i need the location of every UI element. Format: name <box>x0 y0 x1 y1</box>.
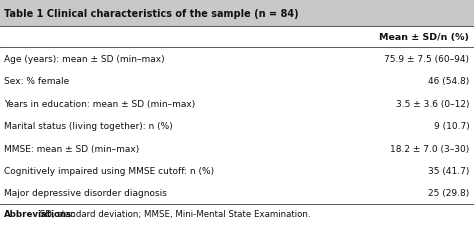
Text: Age (years): mean ± SD (min–max): Age (years): mean ± SD (min–max) <box>4 55 164 64</box>
Text: 25 (29.8): 25 (29.8) <box>428 189 469 198</box>
Text: 46 (54.8): 46 (54.8) <box>428 77 469 86</box>
Text: Marital status (living together): n (%): Marital status (living together): n (%) <box>4 122 173 131</box>
Text: Sex: % female: Sex: % female <box>4 77 69 86</box>
Bar <box>0 71 474 93</box>
Text: Major depressive disorder diagnosis: Major depressive disorder diagnosis <box>4 189 167 198</box>
Text: 9 (10.7): 9 (10.7) <box>434 122 469 131</box>
Text: SD, standard deviation; MMSE, Mini-Mental State Examination.: SD, standard deviation; MMSE, Mini-Menta… <box>37 210 310 219</box>
Bar <box>0 93 474 115</box>
Bar <box>0 138 474 160</box>
Bar <box>0 48 474 71</box>
Text: Abbreviations:: Abbreviations: <box>4 210 75 219</box>
Bar <box>0 0 474 27</box>
Text: Years in education: mean ± SD (min–max): Years in education: mean ± SD (min–max) <box>4 100 195 109</box>
Bar <box>0 160 474 183</box>
Text: Cognitively impaired using MMSE cutoff: n (%): Cognitively impaired using MMSE cutoff: … <box>4 167 214 176</box>
Text: 35 (41.7): 35 (41.7) <box>428 167 469 176</box>
Text: 75.9 ± 7.5 (60–94): 75.9 ± 7.5 (60–94) <box>384 55 469 64</box>
Text: Mean ± SD/n (%): Mean ± SD/n (%) <box>379 33 469 42</box>
Text: 3.5 ± 3.6 (0–12): 3.5 ± 3.6 (0–12) <box>396 100 469 109</box>
Bar <box>0 115 474 138</box>
Text: 18.2 ± 7.0 (3–30): 18.2 ± 7.0 (3–30) <box>390 144 469 153</box>
Text: Table 1 Clinical characteristics of the sample (n = 84): Table 1 Clinical characteristics of the … <box>4 9 299 18</box>
Text: MMSE: mean ± SD (min–max): MMSE: mean ± SD (min–max) <box>4 144 139 153</box>
Bar <box>0 205 474 225</box>
Bar <box>0 183 474 205</box>
Bar <box>0 27 474 48</box>
